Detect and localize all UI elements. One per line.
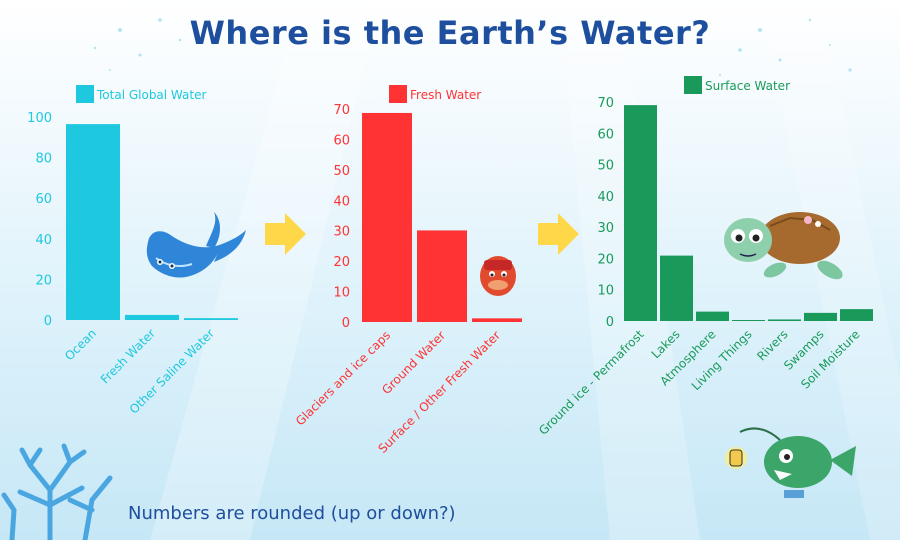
category-label: Fresh Water — [98, 326, 158, 386]
y-tick-label: 30 — [333, 225, 350, 240]
bar — [184, 318, 238, 320]
y-tick-label: 0 — [606, 315, 614, 330]
y-tick-label: 60 — [597, 127, 614, 142]
category-label: Glaciers and ice caps — [293, 328, 393, 428]
arrow-right-icon — [538, 213, 579, 255]
manta-ray-icon — [146, 212, 246, 278]
legend-label: Surface Water — [705, 79, 790, 93]
bar — [66, 124, 120, 320]
y-tick-label: 20 — [35, 273, 52, 288]
bar — [768, 319, 801, 321]
sea-turtle-icon — [724, 212, 843, 280]
bar — [472, 318, 522, 322]
y-tick-label: 40 — [597, 190, 614, 205]
y-tick-label: 40 — [333, 194, 350, 209]
category-label: Lakes — [649, 327, 683, 361]
y-tick-label: 40 — [35, 233, 52, 248]
legend-swatch — [684, 76, 702, 94]
y-tick-label: 70 — [597, 96, 614, 111]
bar — [624, 105, 657, 321]
y-tick-label: 30 — [597, 221, 614, 236]
legend-label: Total Global Water — [96, 88, 206, 102]
y-tick-label: 0 — [44, 314, 52, 329]
y-tick-label: 0 — [342, 316, 350, 331]
y-tick-label: 10 — [333, 286, 350, 301]
legend-label: Fresh Water — [410, 88, 481, 102]
legend-swatch — [76, 85, 94, 103]
anglerfish-icon — [725, 427, 856, 498]
bar — [660, 255, 693, 321]
y-tick-label: 10 — [597, 284, 614, 299]
y-tick-label: 20 — [597, 252, 614, 267]
y-tick-label: 100 — [27, 111, 52, 126]
coral-icon — [1, 443, 113, 540]
category-label: Ground ice - Permafrost — [536, 327, 647, 438]
crab-icon — [480, 256, 516, 296]
y-tick-label: 70 — [333, 103, 350, 118]
category-label: Ocean — [62, 326, 99, 363]
bar — [417, 230, 467, 322]
bar — [732, 320, 765, 321]
y-tick-label: 50 — [597, 159, 614, 174]
footnote: Numbers are rounded (up or down?) — [128, 503, 456, 524]
bar — [840, 309, 873, 321]
bar — [125, 314, 179, 320]
page-title: Where is the Earth’s Water? — [189, 14, 711, 52]
category-label: Surface / Other Fresh Water — [375, 328, 503, 456]
bar — [804, 312, 837, 321]
y-tick-label: 50 — [333, 164, 350, 179]
bar — [362, 112, 412, 322]
y-tick-label: 80 — [35, 152, 52, 167]
y-tick-label: 60 — [333, 133, 350, 148]
y-tick-label: 20 — [333, 255, 350, 270]
y-tick-label: 60 — [35, 192, 52, 207]
arrow-right-icon — [265, 213, 306, 255]
legend-swatch — [389, 85, 407, 103]
bar — [696, 311, 729, 321]
